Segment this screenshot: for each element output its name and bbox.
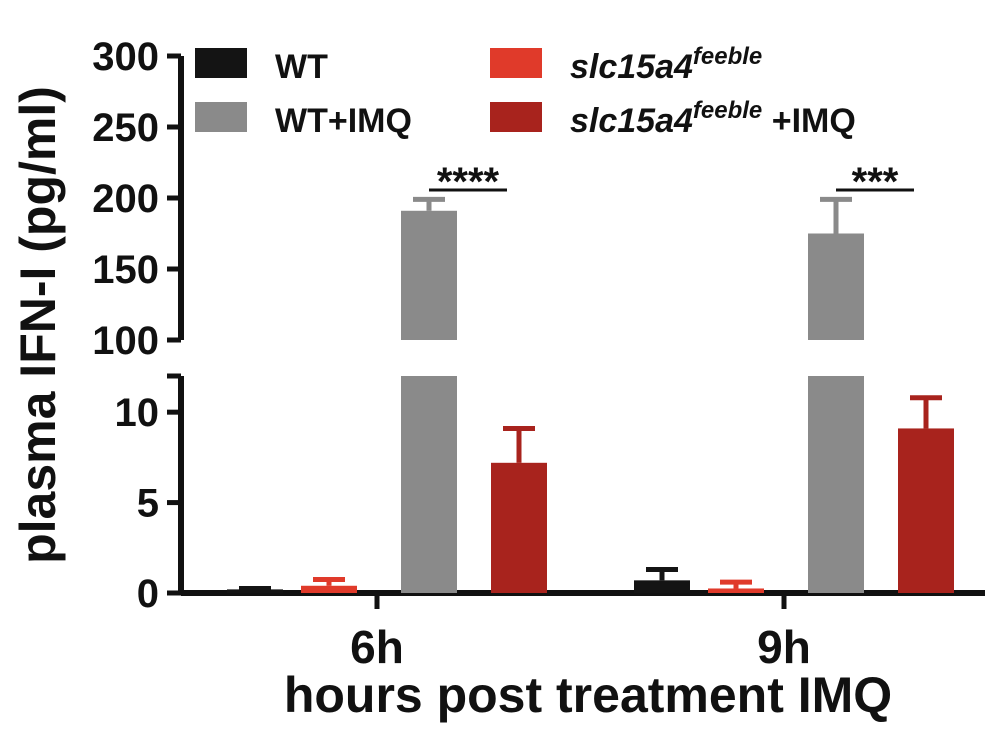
y-tick-label: 10 bbox=[115, 391, 160, 435]
legend-swatch bbox=[490, 48, 542, 78]
x-tick-label: 6h bbox=[350, 621, 404, 673]
significance-annotations: **** *** bbox=[429, 160, 914, 204]
legend-label-base: slc15a4 bbox=[570, 102, 693, 140]
legend-swatch bbox=[195, 102, 247, 132]
x-tick-label: 9h bbox=[757, 621, 811, 673]
significance-label: *** bbox=[852, 160, 899, 204]
axes: 0 5 10 100 150 200 250 300 6h 9h bbox=[92, 35, 985, 673]
bar-lower-part bbox=[808, 376, 864, 593]
y-axis-label: plasma IFN-I (pg/ml) bbox=[10, 86, 66, 564]
bar bbox=[491, 462, 547, 593]
legend-label: WT bbox=[275, 48, 328, 86]
y-tick-label: 300 bbox=[92, 35, 159, 79]
legend-label: slc15a4feeble bbox=[570, 43, 762, 86]
legend-label: WT+IMQ bbox=[275, 102, 412, 140]
y-tick-label: 200 bbox=[92, 177, 159, 221]
error-bars bbox=[239, 196, 942, 591]
bar-lower-part bbox=[401, 376, 457, 593]
legend-label-base: WT+IMQ bbox=[275, 102, 412, 140]
legend-label-superscript: feeble bbox=[693, 43, 762, 70]
legend-label: slc15a4feeble +IMQ bbox=[570, 97, 856, 140]
bar bbox=[634, 580, 690, 593]
x-axis-label: hours post treatment IMQ bbox=[284, 667, 892, 723]
legend-label-suffix: +IMQ bbox=[762, 102, 856, 140]
significance-label: **** bbox=[437, 160, 500, 204]
bar bbox=[708, 588, 764, 593]
bar bbox=[227, 589, 283, 593]
y-tick-label: 100 bbox=[92, 319, 159, 363]
legend-label-superscript: feeble bbox=[693, 97, 762, 124]
bar bbox=[401, 210, 457, 340]
bar bbox=[301, 585, 357, 593]
legend-label-base: WT bbox=[275, 48, 328, 86]
bars bbox=[227, 210, 954, 593]
legend-swatch bbox=[490, 102, 542, 132]
legend-swatch bbox=[195, 48, 247, 78]
y-tick-label: 5 bbox=[137, 482, 159, 526]
y-tick-label: 150 bbox=[92, 248, 159, 292]
bar bbox=[898, 428, 954, 593]
y-tick-label: 0 bbox=[137, 572, 159, 616]
y-tick-label: 250 bbox=[92, 106, 159, 150]
legend-label-base: slc15a4 bbox=[570, 48, 693, 86]
bar bbox=[808, 233, 864, 340]
